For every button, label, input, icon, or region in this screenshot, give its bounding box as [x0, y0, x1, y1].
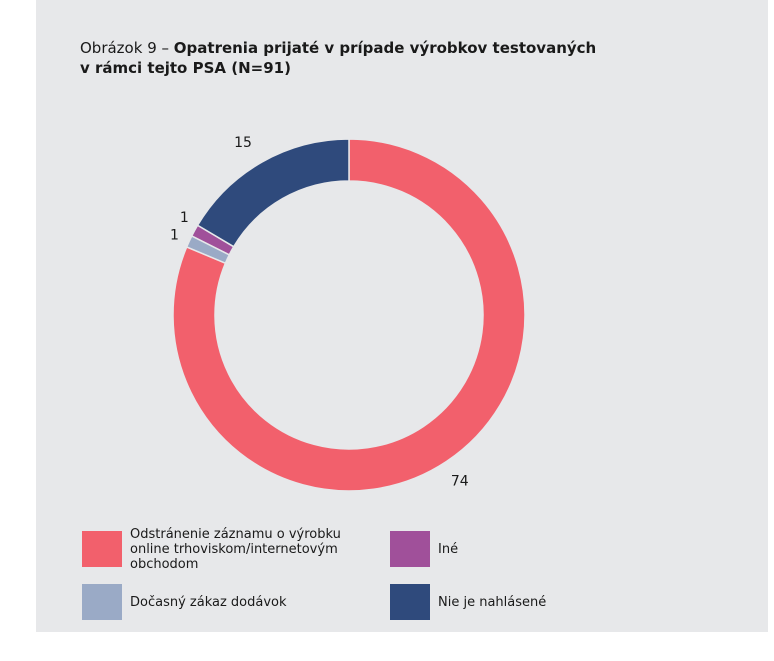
donut-slice-odstranenie	[172, 138, 526, 492]
data-label-nie-je-nahlasene: 15	[234, 135, 252, 151]
chart-title: Obrázok 9 – Opatrenia prijaté v prípade …	[80, 38, 600, 78]
data-label-odstranenie: 74	[451, 474, 469, 490]
legend-swatch-ine	[390, 531, 430, 567]
legend-label-odstranenie: Odstránenie záznamu o výrobku online trh…	[130, 527, 341, 572]
legend-label-docasny: Dočasný zákaz dodávok	[130, 595, 287, 610]
legend-label-nie-je-nahlasene: Nie je nahlásené	[438, 595, 547, 610]
legend-swatch-odstranenie	[82, 531, 122, 567]
title-prefix: Obrázok 9 –	[80, 39, 174, 57]
donut-slice-nie-je-nahlasene	[196, 138, 350, 248]
figure-panel	[36, 0, 768, 632]
legend-swatch-nie-je-nahlasene	[390, 584, 430, 620]
data-label-docasny: 1	[170, 228, 179, 244]
legend-label-ine: Iné	[438, 542, 459, 557]
legend-swatch-docasny	[82, 584, 122, 620]
data-label-ine: 1	[180, 210, 189, 226]
title-bold: Opatrenia prijaté v prípade výrobkov tes…	[80, 39, 597, 77]
